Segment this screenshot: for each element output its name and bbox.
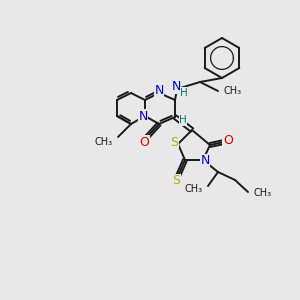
Text: O: O [223,134,233,148]
Text: S: S [170,136,178,149]
Text: N: N [154,83,164,97]
Text: N: N [171,80,181,94]
Text: CH₃: CH₃ [95,137,113,147]
Text: CH₃: CH₃ [223,86,241,96]
Text: N: N [200,154,210,167]
Text: H: H [179,115,187,125]
Text: CH₃: CH₃ [185,184,203,194]
Text: O: O [139,136,149,148]
Text: H: H [180,88,188,98]
Text: CH₃: CH₃ [254,188,272,198]
Text: S: S [172,175,180,188]
Text: N: N [138,110,148,122]
